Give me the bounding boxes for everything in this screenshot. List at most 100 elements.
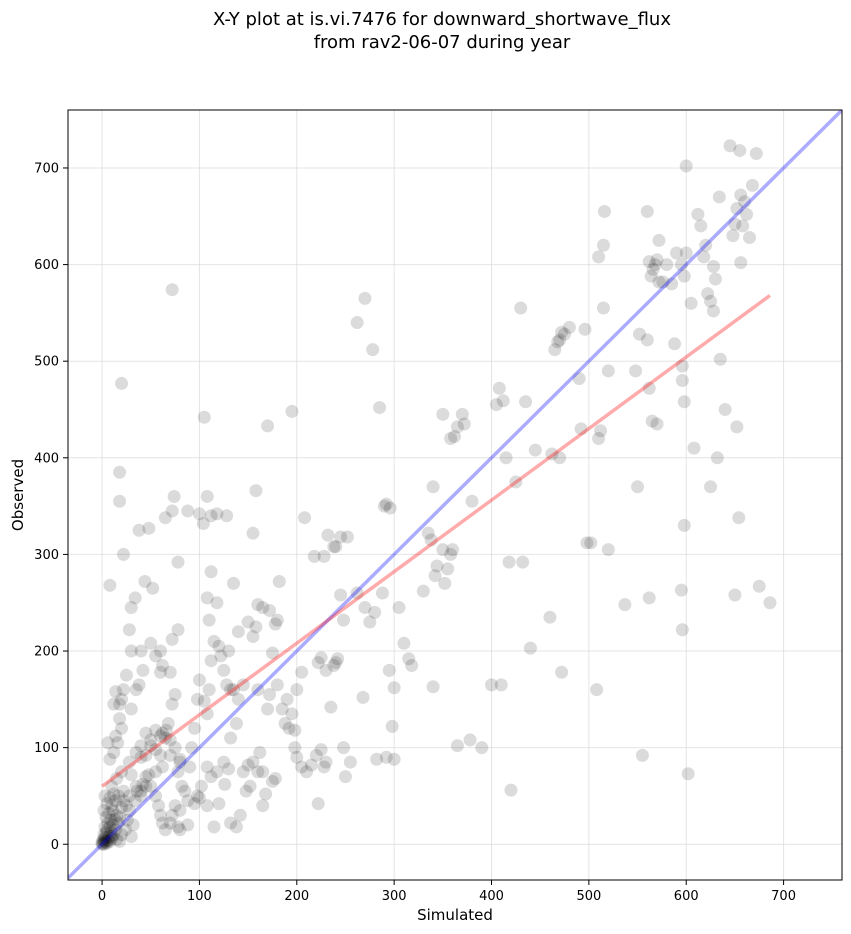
- data-point: [416, 584, 430, 598]
- data-point: [455, 407, 469, 421]
- data-point: [115, 376, 129, 390]
- data-point: [317, 549, 331, 563]
- data-point: [282, 721, 296, 735]
- data-point: [173, 755, 187, 769]
- data-point: [124, 644, 138, 658]
- data-point: [107, 745, 121, 759]
- data-point: [309, 748, 323, 762]
- data-point: [161, 716, 175, 730]
- data-point: [134, 784, 148, 798]
- data-point: [732, 511, 746, 525]
- data-point: [733, 144, 747, 158]
- data-point: [149, 723, 163, 737]
- one-to-one-line: [68, 110, 842, 880]
- data-point: [110, 808, 124, 822]
- data-point: [635, 748, 649, 762]
- data-point: [475, 741, 489, 755]
- data-point: [265, 646, 279, 660]
- data-point: [139, 748, 153, 762]
- data-point: [450, 420, 464, 434]
- data-point: [246, 630, 260, 644]
- data-point: [259, 787, 273, 801]
- data-point: [165, 283, 179, 297]
- data-point: [263, 688, 277, 702]
- data-point: [95, 835, 109, 849]
- data-point: [640, 204, 654, 218]
- x-tick-label: 100: [187, 889, 212, 904]
- data-point: [153, 729, 167, 743]
- data-point: [358, 601, 372, 615]
- data-point: [377, 499, 391, 513]
- data-point: [319, 663, 333, 677]
- data-point: [158, 731, 172, 745]
- data-point: [149, 789, 163, 803]
- data-point: [122, 803, 136, 817]
- data-point: [246, 755, 260, 769]
- data-point: [314, 651, 328, 665]
- data-point: [436, 543, 450, 557]
- data-point: [158, 511, 172, 525]
- data-point: [202, 683, 216, 697]
- data-point: [116, 547, 130, 561]
- data-point: [139, 770, 153, 784]
- data-point: [280, 692, 294, 706]
- data-point: [652, 275, 666, 289]
- x-tick-label: 500: [576, 889, 601, 904]
- data-point: [109, 794, 123, 808]
- data-point: [519, 395, 533, 409]
- data-point: [192, 673, 206, 687]
- data-point: [241, 615, 255, 629]
- x-tick-label: 300: [382, 889, 407, 904]
- data-point: [697, 250, 711, 264]
- data-point: [149, 649, 163, 663]
- data-point: [124, 601, 138, 615]
- data-point: [553, 333, 567, 347]
- data-point: [485, 678, 499, 692]
- data-point: [387, 752, 401, 766]
- data-point: [596, 301, 610, 315]
- data-point: [592, 250, 606, 264]
- data-point: [212, 639, 226, 653]
- data-point: [646, 262, 660, 276]
- data-point: [115, 801, 129, 815]
- data-point: [331, 652, 345, 666]
- data-point: [212, 797, 226, 811]
- data-point: [190, 789, 204, 803]
- data-point: [249, 484, 263, 498]
- data-point: [574, 422, 588, 436]
- y-axis-ticks: 0 100 200 300 400 500 600 700: [34, 161, 68, 853]
- data-point: [103, 578, 117, 592]
- data-point: [679, 246, 693, 260]
- data-point: [196, 517, 210, 531]
- data-point: [674, 258, 688, 272]
- data-point: [640, 333, 654, 347]
- data-point: [101, 833, 115, 847]
- x-tick-label: 0: [98, 889, 106, 904]
- data-point: [139, 779, 153, 793]
- data-point: [668, 337, 682, 351]
- data-point: [548, 343, 562, 357]
- data-point: [98, 834, 112, 848]
- data-point: [167, 489, 181, 503]
- data-point: [104, 826, 118, 840]
- data-point: [115, 765, 129, 779]
- data-point: [677, 269, 691, 283]
- data-point: [358, 291, 372, 305]
- data-point: [159, 723, 173, 737]
- data-point: [601, 364, 615, 378]
- data-point: [241, 758, 255, 772]
- data-point: [496, 394, 510, 408]
- data-point: [648, 258, 662, 272]
- data-point: [165, 632, 179, 646]
- data-point: [149, 743, 163, 757]
- data-point: [494, 678, 508, 692]
- data-point: [105, 830, 119, 844]
- data-point: [650, 417, 664, 431]
- data-point: [492, 381, 506, 395]
- data-point: [426, 480, 440, 494]
- data-point: [251, 598, 265, 612]
- data-point: [712, 190, 726, 204]
- data-point: [113, 712, 127, 726]
- data-point: [379, 750, 393, 764]
